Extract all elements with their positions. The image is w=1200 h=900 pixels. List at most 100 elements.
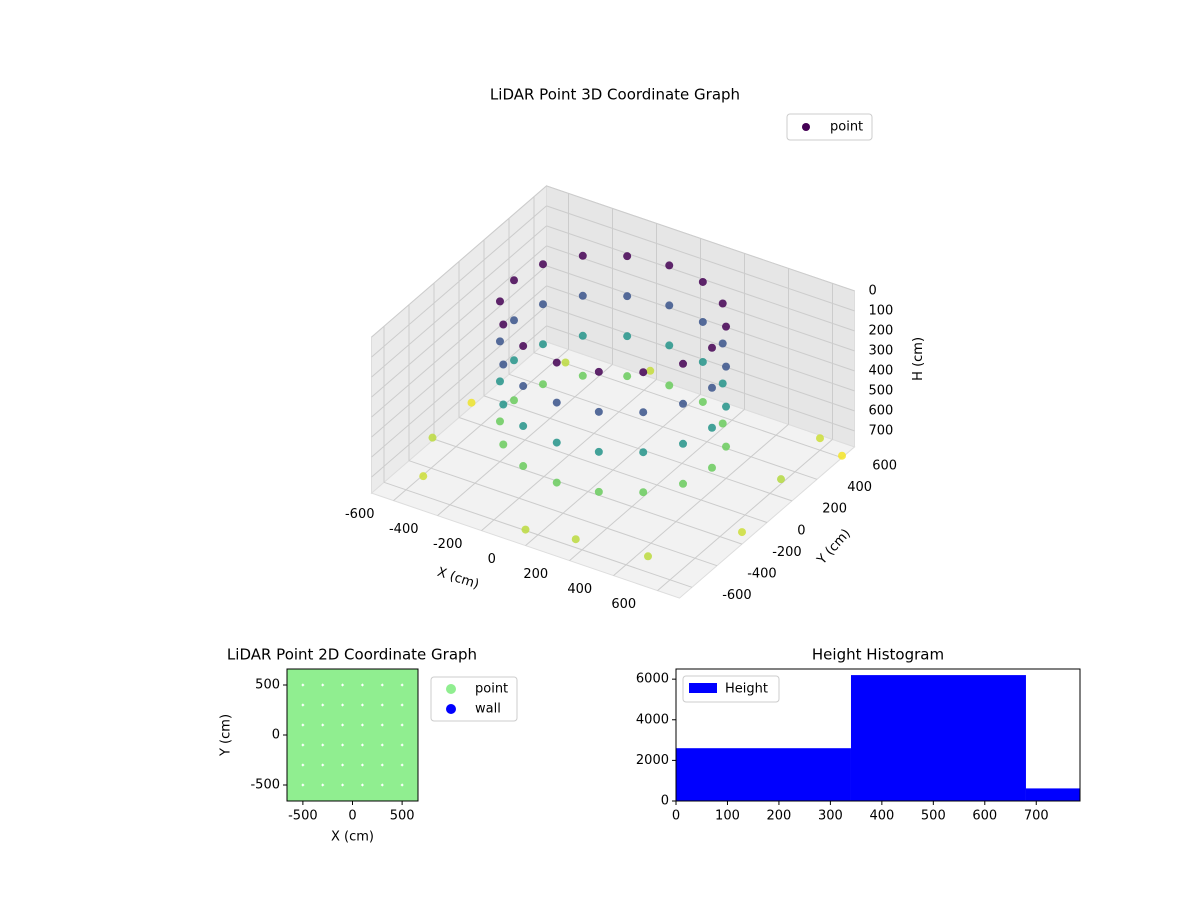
point — [538, 380, 547, 389]
point — [538, 260, 547, 269]
point — [359, 682, 386, 708]
y-tick-label: 2000 — [636, 753, 669, 768]
x-tick-label: 300 — [818, 809, 843, 824]
z-tick-label: 0 — [869, 283, 877, 298]
point — [679, 399, 688, 408]
point — [359, 742, 386, 768]
y-tick-label: 400 — [847, 480, 872, 495]
point — [708, 463, 716, 472]
x-tick-label: 500 — [921, 809, 946, 824]
legend-marker — [802, 123, 810, 131]
grid-line — [546, 205, 855, 312]
y-tick-label: 200 — [822, 502, 847, 517]
grid-line — [546, 305, 855, 412]
z-tick-label: 700 — [869, 423, 894, 438]
x-axis-label: X (cm) — [331, 830, 374, 845]
y-tick-label: -600 — [722, 588, 752, 603]
point — [722, 322, 731, 331]
legend-label: point — [830, 120, 863, 135]
x-tick-label: -400 — [389, 522, 419, 537]
point — [639, 448, 648, 457]
y-tick-label: -200 — [772, 545, 802, 560]
x-tick-label: 200 — [523, 567, 548, 582]
point — [722, 402, 731, 411]
point — [510, 356, 518, 365]
point — [339, 682, 366, 708]
point — [399, 722, 418, 748]
point — [623, 252, 632, 261]
point — [428, 433, 437, 442]
x-tick-label: 0 — [348, 809, 356, 824]
point — [718, 419, 727, 428]
point — [552, 478, 561, 487]
grid-line — [546, 245, 855, 352]
point — [623, 332, 632, 341]
point — [419, 472, 428, 481]
y-tick-label: -500 — [250, 778, 280, 793]
point — [287, 722, 306, 748]
point — [299, 782, 326, 801]
point — [594, 447, 603, 456]
point — [644, 552, 652, 561]
grid-line — [546, 285, 855, 392]
point — [594, 407, 603, 416]
point — [510, 316, 518, 325]
grid-line — [483, 395, 793, 502]
point — [319, 762, 346, 788]
point — [578, 371, 587, 380]
y-tick-label: 0 — [661, 794, 669, 809]
point — [510, 396, 518, 405]
point — [594, 487, 603, 496]
point — [339, 669, 366, 688]
legend-label: Height — [725, 682, 768, 697]
point — [538, 340, 547, 349]
point — [578, 331, 587, 340]
point — [708, 423, 716, 432]
grid-line — [408, 460, 718, 567]
point — [510, 276, 518, 285]
grid-line — [546, 265, 855, 372]
y-tick-label: 0 — [272, 728, 280, 743]
x-tick-label: -200 — [433, 537, 463, 552]
point — [718, 379, 727, 388]
point — [623, 372, 632, 381]
point — [552, 438, 561, 447]
point — [299, 682, 326, 708]
z-tick-label: 600 — [869, 403, 894, 418]
point — [838, 451, 846, 460]
x-tick-label: 100 — [715, 809, 740, 824]
point — [399, 702, 418, 728]
point — [379, 682, 406, 708]
x-tick-label: 400 — [567, 582, 592, 597]
point — [287, 762, 306, 788]
y-tick-label: -400 — [747, 566, 777, 581]
z-tick-label: 300 — [869, 343, 894, 358]
bar — [676, 748, 851, 801]
point — [299, 669, 326, 688]
x-tick-label: 0 — [488, 552, 496, 567]
point — [665, 381, 674, 390]
axes-frame — [675, 668, 1081, 802]
point — [519, 382, 528, 391]
chart-title: LiDAR Point 2D Coordinate Graph — [227, 646, 477, 664]
point — [379, 742, 406, 768]
point — [623, 292, 632, 301]
grid-line — [371, 185, 547, 338]
y-axis-label: Y (cm) — [219, 714, 234, 757]
z-tick-label: 500 — [869, 383, 894, 398]
grid-line — [546, 185, 855, 292]
point — [299, 742, 326, 768]
point — [379, 702, 406, 728]
point — [287, 682, 306, 708]
point — [578, 291, 587, 300]
grid-line — [371, 225, 547, 378]
point — [319, 669, 346, 688]
point — [299, 762, 326, 788]
point — [499, 400, 508, 409]
grid-line — [433, 438, 743, 545]
chart-title: LiDAR Point 3D Coordinate Graph — [490, 86, 740, 104]
point — [594, 367, 603, 376]
point — [339, 722, 366, 748]
point — [495, 337, 504, 346]
point — [319, 682, 346, 708]
